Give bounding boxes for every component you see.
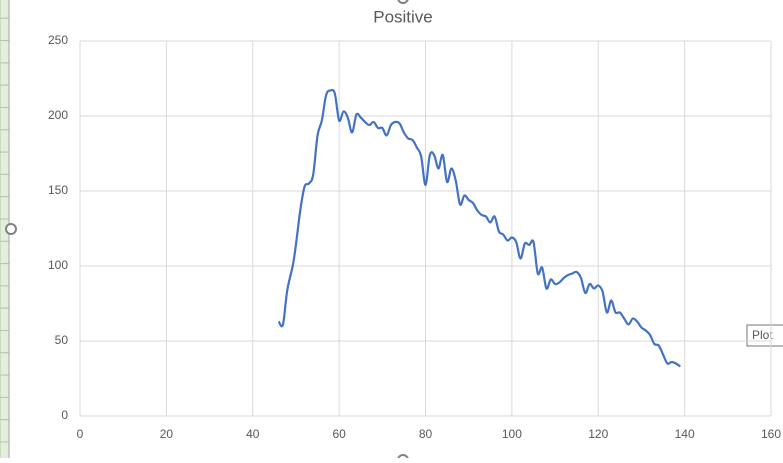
x-tick-label: 60: [332, 427, 346, 441]
y-tick-label: 100: [48, 258, 68, 272]
sheet-cell: [0, 196, 10, 220]
sheet-cell: [0, 240, 10, 265]
y-tick-label: 150: [48, 183, 68, 197]
sheet-cell: [0, 107, 10, 131]
sheet-cell: [0, 441, 10, 463]
plot-area: 0 50 100 150 200 250 0 20 40 60 80 100 120 140 160: [48, 33, 781, 441]
x-tick-label: 20: [160, 427, 174, 441]
sheet-cell: [0, 0, 10, 19]
tooltip: Plot: [752, 328, 773, 342]
sheet-cell: [0, 330, 10, 354]
sheet-cell: [0, 352, 10, 376]
x-tick-label: 140: [675, 427, 695, 441]
sheet-cell: [0, 419, 10, 443]
sheet-cell: [0, 129, 10, 153]
resize-handle[interactable]: [397, 0, 409, 4]
sheet-cell: [0, 263, 10, 287]
y-tick-label: 50: [55, 333, 69, 347]
data-line: [277, 88, 681, 368]
x-tick-label: 100: [502, 427, 522, 441]
sheet-cell: [0, 151, 10, 175]
sheet-cell: [0, 173, 10, 198]
sheet-cell: [0, 40, 10, 64]
x-tick-label: 80: [419, 427, 433, 441]
y-tick-label: 250: [48, 33, 68, 47]
x-tick-label: 120: [588, 427, 608, 441]
x-tick-label: 0: [77, 427, 84, 441]
x-tick-label: 160: [761, 427, 781, 441]
sheet-cell: [0, 62, 10, 86]
sheet-cell: [0, 17, 10, 42]
sheet-cell: [0, 84, 10, 108]
y-tick-label: 0: [61, 408, 68, 422]
sheet-cell: [0, 307, 10, 332]
sheet-cell: [0, 374, 10, 398]
x-tick-label: 40: [246, 427, 260, 441]
y-tick-label: 200: [48, 108, 68, 122]
resize-handle[interactable]: [5, 223, 17, 235]
sheet-cell: [0, 396, 10, 421]
chart-title: Positive: [373, 7, 433, 26]
sheet-cell: [0, 285, 10, 309]
